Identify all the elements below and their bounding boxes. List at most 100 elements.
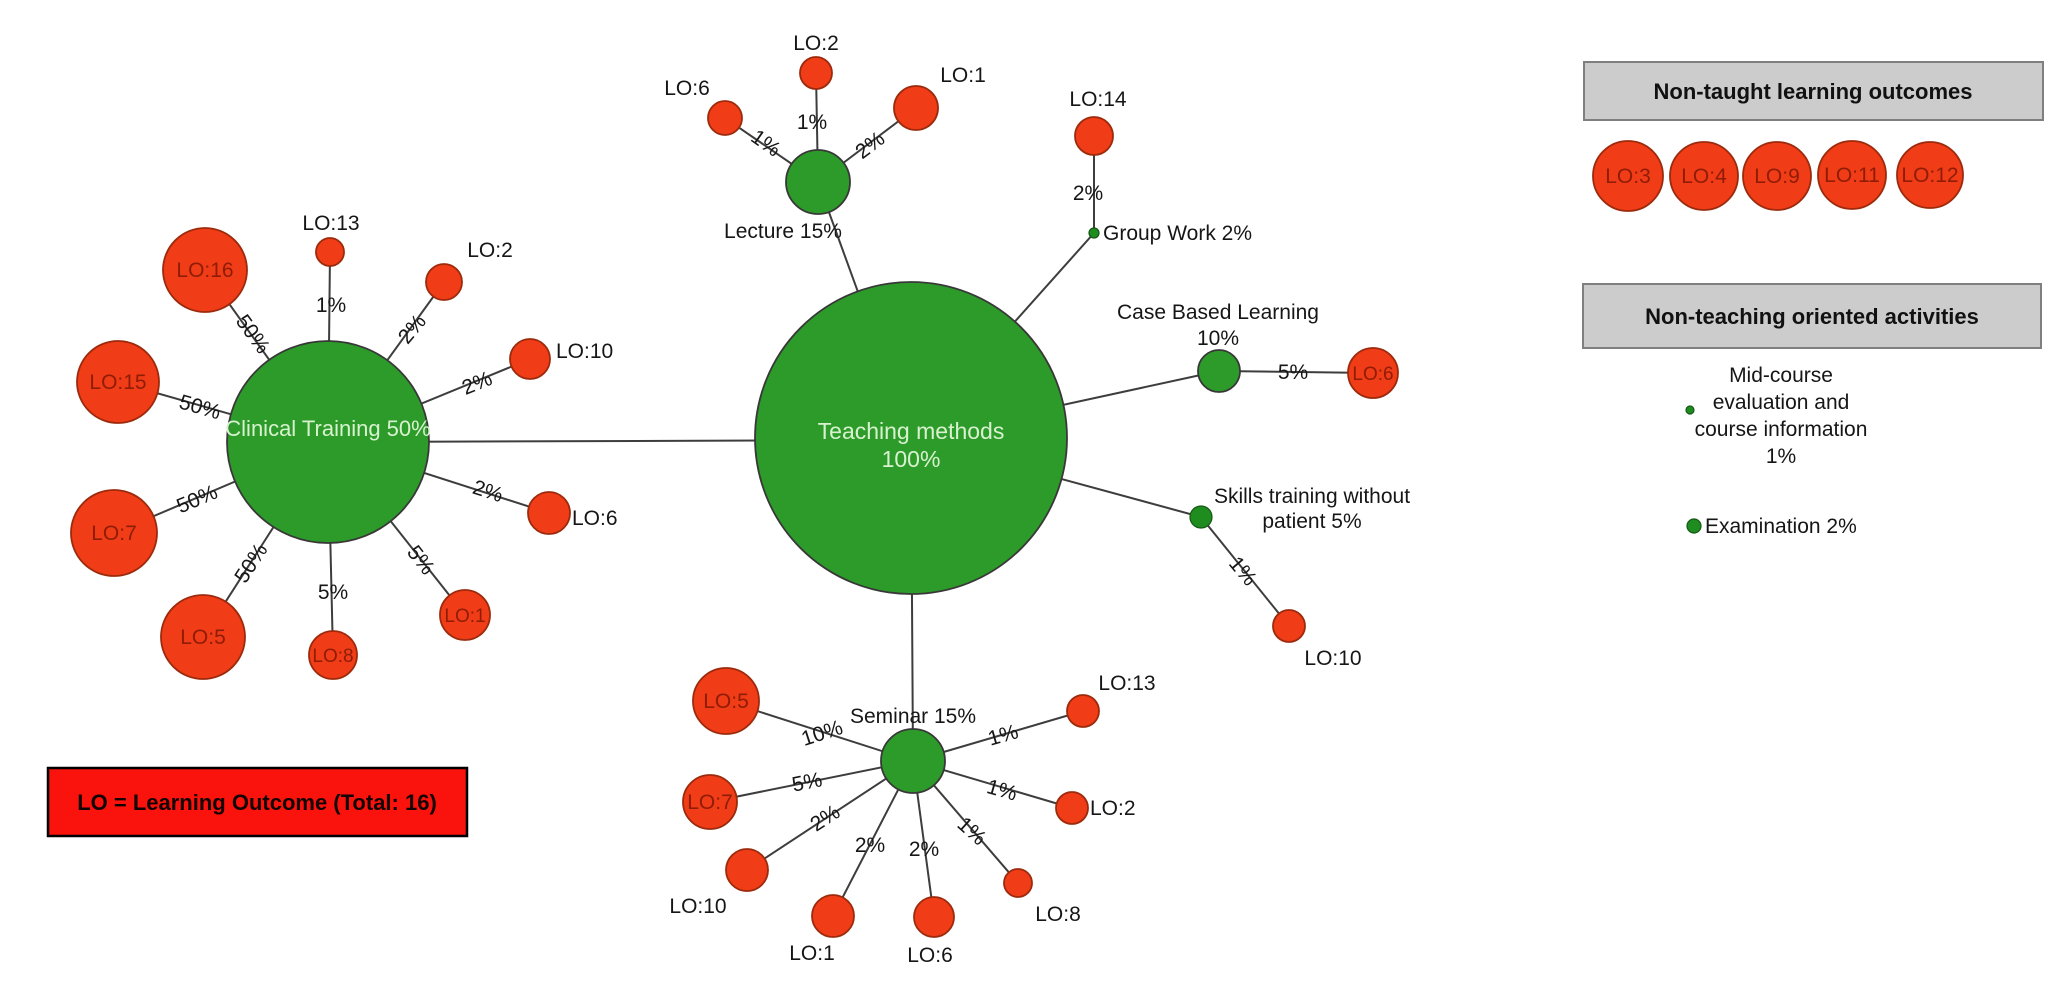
- node-lecture-lo1: [893, 85, 939, 131]
- node-clinical-training: [226, 340, 430, 544]
- clinical-lo13-pct: 1%: [316, 294, 346, 317]
- clinical-lo6-label: LO:6: [572, 507, 618, 530]
- legend-midcourse-dot: [1685, 405, 1695, 415]
- legend-examination-dot: [1686, 518, 1702, 534]
- legend-lo11-circle: [1817, 140, 1887, 210]
- seminar-lo10-pct: 2%: [806, 801, 844, 837]
- clinical-lo7-pct: 50%: [173, 481, 221, 519]
- seminar-lo1-label: LO:1: [789, 942, 835, 965]
- group-work-label: Group Work 2%: [1103, 222, 1252, 245]
- seminar-lo6-label: LO:6: [907, 944, 953, 967]
- legend-non-taught-box: [1583, 61, 2044, 121]
- node-clinical-lo15: [76, 340, 160, 424]
- lecture-lo1-label: LO:1: [940, 64, 986, 87]
- legend-lo12-label: LO:12: [1901, 164, 1958, 187]
- legend-lo3-circle: [1592, 140, 1664, 212]
- node-casebased-lo6: [1347, 347, 1399, 399]
- legend-examination-label: Examination 2%: [1705, 515, 1857, 538]
- node-seminar-lo1: [811, 894, 855, 938]
- seminar-lo13-pct: 1%: [985, 720, 1021, 750]
- node-seminar-lo13: [1066, 694, 1100, 728]
- edge-skills-lo10: [1200, 516, 1290, 627]
- case-based-label-line1: Case Based Learning: [1117, 301, 1319, 324]
- clinical-lo16-label: LO:16: [176, 259, 233, 282]
- clinical-lo8-label: LO:8: [312, 646, 353, 667]
- legend-non-teaching-title: Non-teaching oriented activities: [1645, 304, 1979, 329]
- casebased-lo6-pct: 5%: [1278, 361, 1308, 384]
- edge-seminar-lo10: [746, 760, 914, 871]
- legend-lo11-label: LO:11: [1824, 164, 1880, 187]
- legend-lo3-label: LO:3: [1605, 165, 1651, 188]
- clinical-lo1-label: LO:1: [444, 606, 485, 627]
- case-based-label-line2: 10%: [1197, 327, 1239, 350]
- node-seminar: [880, 728, 946, 794]
- clinical-lo5-pct: 50%: [230, 539, 272, 587]
- legend-non-teaching: Non-teaching oriented activities Mid-cou…: [1582, 283, 2042, 538]
- skills-lo10-label: LO:10: [1304, 647, 1361, 670]
- note-box: [46, 766, 469, 838]
- node-lecture-lo2: [799, 56, 833, 90]
- seminar-label: Seminar 15%: [850, 705, 976, 728]
- seminar-lo1-pct: 2%: [855, 834, 885, 857]
- node-seminar-lo8: [1003, 868, 1033, 898]
- node-lecture-lo6: [707, 100, 743, 136]
- seminar-lo5-pct: 10%: [799, 716, 846, 751]
- note-text: LO = Learning Outcome (Total: 16): [77, 790, 437, 815]
- seminar-lo8-label: LO:8: [1035, 903, 1081, 926]
- node-clinical-lo5: [160, 594, 246, 680]
- node-clinical-lo7: [70, 489, 158, 577]
- legend-midcourse-line1: Mid-course: [1729, 364, 1833, 387]
- seminar-lo10-label: LO:10: [669, 895, 726, 918]
- legend-midcourse-line4: 1%: [1766, 445, 1796, 468]
- groupwork-lo14-label: LO:14: [1069, 88, 1127, 111]
- seminar-lo2-pct: 1%: [984, 775, 1020, 805]
- legend-lo9-circle: [1742, 141, 1812, 211]
- node-clinical-lo6: [527, 491, 571, 535]
- skills-label-line2: patient 5%: [1262, 510, 1361, 533]
- node-clinical-lo2: [425, 263, 463, 301]
- node-groupwork-lo14: [1074, 116, 1114, 156]
- legend-lo4-circle: [1669, 141, 1739, 211]
- clinical-lo2-label: LO:2: [467, 239, 513, 262]
- node-clinical-lo13: [315, 237, 345, 267]
- legend-non-taught-title: Non-taught learning outcomes: [1654, 79, 1973, 104]
- seminar-lo7-label: LO:7: [687, 791, 733, 814]
- node-group-work: [1088, 227, 1100, 239]
- seminar-lo2-label: LO:2: [1090, 797, 1136, 820]
- node-seminar-lo5: [692, 667, 760, 735]
- legend-non-taught: Non-taught learning outcomes LO:3 LO:4 L…: [1583, 61, 2044, 212]
- clinical-lo15-label: LO:15: [89, 371, 146, 394]
- node-clinical-lo16: [162, 227, 248, 313]
- seminar-lo-nodes: [682, 667, 1100, 938]
- lecture-lo-nodes: [707, 56, 939, 136]
- lecture-lo2-label: LO:2: [793, 32, 839, 55]
- legend-midcourse-line3: course information: [1695, 418, 1868, 441]
- clinical-lo8-pct: 5%: [318, 581, 348, 604]
- hub-label-line2: 100%: [882, 446, 941, 472]
- clinical-lo16-pct: 50%: [231, 311, 274, 359]
- node-seminar-lo7: [682, 774, 738, 830]
- lecture-lo6-label: LO:6: [664, 77, 710, 100]
- note-box-group: LO = Learning Outcome (Total: 16): [46, 766, 469, 838]
- clinical-lo10-label: LO:10: [556, 340, 613, 363]
- node-clinical-lo10: [509, 338, 551, 380]
- node-case-based-learning: [1197, 349, 1241, 393]
- clinical-lo6-pct: 2%: [470, 476, 506, 507]
- skills-label-line1: Skills training without: [1214, 485, 1410, 508]
- lecture-label: Lecture 15%: [724, 220, 842, 243]
- clinical-lo13-label: LO:13: [302, 212, 359, 235]
- clinical-lo10-pct: 2%: [459, 367, 496, 400]
- node-seminar-lo6: [913, 896, 955, 938]
- seminar-lo13-label: LO:13: [1098, 672, 1155, 695]
- node-seminar-lo10: [725, 848, 769, 892]
- node-seminar-lo2: [1055, 791, 1089, 825]
- seminar-lo6-pct: 2%: [909, 838, 939, 861]
- node-lecture: [785, 149, 851, 215]
- clinical-lo15-pct: 50%: [176, 391, 223, 425]
- node-clinical-lo1: [439, 589, 491, 641]
- lecture-lo2-pct: 1%: [797, 111, 827, 134]
- legend-midcourse-line2: evaluation and: [1713, 391, 1850, 414]
- seminar-lo5-label: LO:5: [703, 690, 749, 713]
